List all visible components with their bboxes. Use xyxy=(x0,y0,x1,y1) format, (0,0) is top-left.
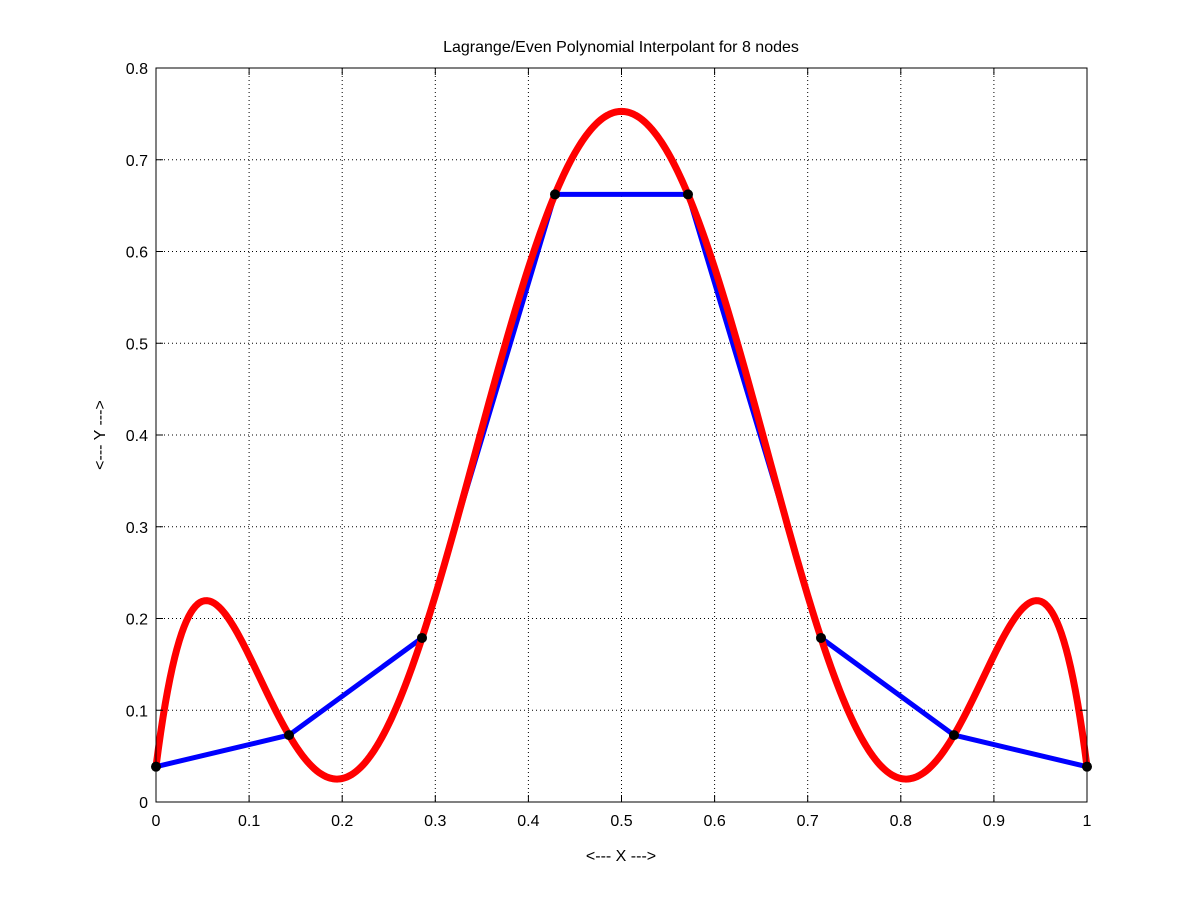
x-tick-label: 0.6 xyxy=(703,813,725,830)
y-tick-label: 0.7 xyxy=(126,153,148,170)
interpolating-polynomial-curve xyxy=(152,107,1091,783)
x-tick-label: 0.7 xyxy=(797,813,819,830)
y-tick-label: 0.1 xyxy=(126,703,148,720)
node-marker xyxy=(683,189,694,200)
axis-ticks: 0 0.1 0.2 0.3 0.4 0.5 0.6 0.7 0.8 0.9 1 0 0.1 0.2 0.3 0… xyxy=(126,61,1092,830)
x-tick-label: 0.3 xyxy=(424,813,446,830)
x-tick-label: 0 xyxy=(152,813,161,830)
x-tick-label: 1 xyxy=(1083,813,1092,830)
piecewise-linear-line xyxy=(153,191,1090,770)
x-tick-label: 0.1 xyxy=(238,813,260,830)
x-tick-label: 0.9 xyxy=(983,813,1005,830)
chart-title: Lagrange/Even Polynomial Interpolant for… xyxy=(443,39,799,56)
y-tick-label: 0.6 xyxy=(126,245,148,262)
x-tick-label: 0.2 xyxy=(331,813,353,830)
y-axis-title: <--- Y ---> xyxy=(92,400,109,470)
y-tick-label: 0.2 xyxy=(126,612,148,629)
x-tick-label: 0.4 xyxy=(517,813,539,830)
node-marker xyxy=(283,730,294,741)
y-tick-label: 0 xyxy=(139,795,148,812)
x-tick-label: 0.8 xyxy=(890,813,912,830)
plot-area xyxy=(156,68,1087,802)
y-tick-label: 0.4 xyxy=(126,428,148,445)
y-tick-label: 0.8 xyxy=(126,61,148,78)
node-marker xyxy=(949,730,960,741)
x-axis-title: <--- X ---> xyxy=(586,848,656,865)
y-tick-label: 0.3 xyxy=(126,520,148,537)
node-marker xyxy=(816,632,827,643)
y-tick-label: 0.5 xyxy=(126,336,148,353)
node-marker xyxy=(416,632,427,643)
node-marker xyxy=(549,189,560,200)
x-tick-label: 0.5 xyxy=(610,813,632,830)
